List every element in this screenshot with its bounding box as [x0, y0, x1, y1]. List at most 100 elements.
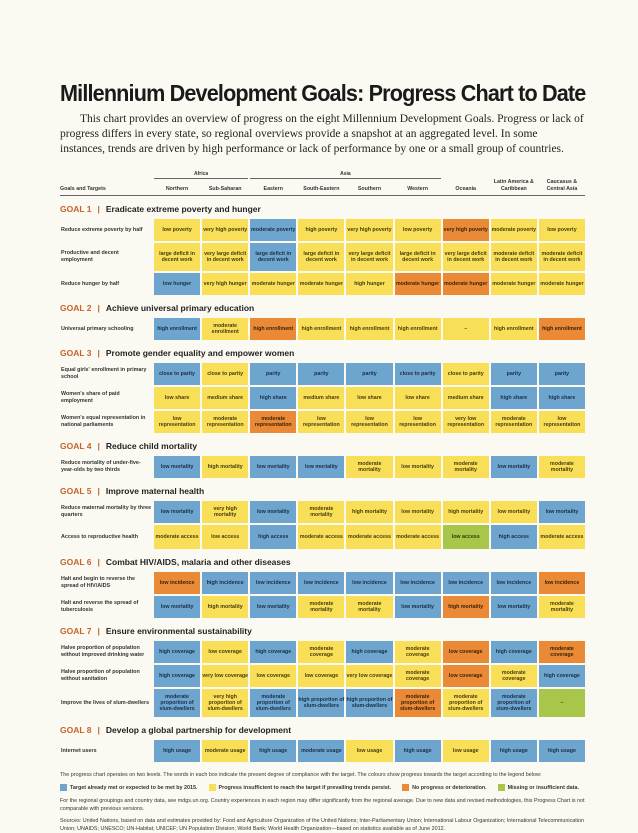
status-cell: high proportion of slum-dwellers: [298, 689, 345, 717]
legend-swatch: [497, 784, 505, 791]
legend-intro: The progress chart operates on two level…: [60, 772, 542, 778]
status-cell: low mortality: [538, 501, 585, 523]
col-header: Caucasus & Central Asia: [546, 179, 578, 192]
status-cell: high access: [490, 525, 537, 549]
status-cell: large deficit in decent work: [250, 243, 297, 271]
target-row: Women's share of paid employment low shar…: [60, 387, 585, 409]
target-label: Halt and begin to reverse the spread of …: [61, 576, 135, 589]
status-cell: moderate deficit in decent work: [490, 243, 537, 271]
goal-number: GOAL 6: [60, 557, 92, 567]
goal-number: GOAL 4: [60, 441, 92, 451]
status-cell: high usage: [154, 740, 201, 762]
target-row: Reduce extreme poverty by half low povert…: [60, 219, 585, 241]
status-cell: moderate coverage: [538, 641, 585, 663]
status-cell: moderate coverage: [298, 641, 345, 663]
region-africa: Africa: [154, 171, 249, 179]
page-title: Millennium Development Goals: Progress C…: [60, 80, 586, 106]
status-cell: moderate access: [394, 525, 441, 549]
status-cell: moderate hunger: [442, 273, 489, 295]
status-cell: moderate access: [154, 525, 201, 549]
goal-heading: GOAL 7 | Ensure environmental sustainabili…: [60, 626, 585, 637]
status-cell: low mortality: [394, 456, 441, 478]
target-row: Access to reproductive health moderate ac…: [60, 525, 585, 549]
legend-item: Missing or insufficient data.: [497, 784, 579, 791]
status-cell: low representation: [394, 411, 441, 433]
target-row: Productive and decent employment large de…: [60, 243, 585, 271]
status-cell: high incidence: [202, 572, 249, 594]
status-cell: close to parity: [202, 363, 249, 385]
legend-item: No progress or deterioration.: [402, 784, 487, 791]
status-cell: moderate coverage: [394, 641, 441, 663]
status-cell: large deficit in decent work: [298, 243, 345, 271]
target-row: Universal primary schooling high enrollme…: [60, 318, 585, 340]
status-cell: low mortality: [250, 596, 297, 618]
status-cell: moderate access: [346, 525, 393, 549]
status-cell: very high poverty: [202, 219, 249, 241]
status-cell: low representation: [538, 411, 585, 433]
legend-swatch: [208, 784, 216, 791]
legend-item: Progress insufficient to reach the targe…: [208, 784, 392, 791]
status-cell: low representation: [154, 411, 201, 433]
status-cell: low mortality: [394, 501, 441, 523]
goal-heading: GOAL 5 | Improve maternal health: [60, 486, 585, 497]
target-row: Halve proportion of population without s…: [60, 665, 585, 687]
target-label: Access to reproductive health: [61, 533, 138, 540]
status-cell: high usage: [490, 740, 537, 762]
target-label: Reduce maternal mortality by three quart…: [61, 505, 152, 518]
methodology-note: For the regional groupings and country d…: [60, 798, 585, 812]
target-label: Reduce hunger by half: [61, 280, 120, 287]
status-cell: high enrollment: [490, 318, 537, 340]
status-cell: low usage: [346, 740, 393, 762]
goal-title: Eradicate extreme poverty and hunger: [105, 204, 261, 214]
status-cell: moderate representation: [490, 411, 537, 433]
status-cell: moderate mortality: [538, 596, 585, 618]
goal-heading: GOAL 6 | Combat HIV/AIDS, malaria and othe…: [60, 557, 585, 568]
status-cell: very high poverty: [442, 219, 489, 241]
goal-divider: |: [97, 725, 100, 735]
status-cell: moderate usage: [202, 740, 249, 762]
status-cell: low poverty: [394, 219, 441, 241]
legend-item: Target already met or expected to be met…: [60, 784, 198, 791]
status-cell: high share: [490, 387, 537, 409]
status-cell: moderate enrollment: [202, 318, 249, 340]
target-label: Reduce mortality of under-five-year-olds…: [61, 460, 141, 473]
status-cell: moderate hunger: [298, 273, 345, 295]
status-cell: low coverage: [250, 665, 297, 687]
goal-title: Combat HIV/AIDS, malaria and other disea…: [105, 557, 291, 567]
status-cell: high poverty: [298, 219, 345, 241]
status-cell: very large deficit in decent work: [346, 243, 393, 271]
legend-label: Target already met or expected to be met…: [70, 784, 198, 791]
status-cell: parity: [490, 363, 537, 385]
status-cell: close to parity: [442, 363, 489, 385]
status-cell: moderate proportion of slum-dwellers: [442, 689, 489, 717]
status-cell: high mortality: [202, 596, 249, 618]
status-cell: moderate mortality: [346, 456, 393, 478]
col-header: Oceania: [455, 185, 477, 192]
status-cell: high coverage: [250, 641, 297, 663]
goal-number: GOAL 2: [60, 303, 92, 313]
status-cell: high coverage: [490, 641, 537, 663]
status-cell: low representation: [298, 411, 345, 433]
status-cell: low incidence: [490, 572, 537, 594]
col-header: Western: [407, 185, 428, 192]
status-cell: moderate coverage: [394, 665, 441, 687]
status-cell: very high poverty: [346, 219, 393, 241]
status-cell: moderate access: [538, 525, 585, 549]
status-cell: high mortality: [202, 456, 249, 478]
target-label: Equal girls' enrollment in primary schoo…: [61, 367, 147, 380]
goals-targets-header: Goals and Targets: [60, 185, 106, 192]
column-header: Goals and Targets Northern Sub-Saharan E…: [60, 179, 585, 196]
status-cell: parity: [298, 363, 345, 385]
status-cell: low incidence: [298, 572, 345, 594]
goal-title: Ensure environmental sustainability: [105, 626, 252, 636]
status-cell: low mortality: [250, 456, 297, 478]
legend-label: Progress insufficient to reach the targe…: [218, 784, 392, 791]
target-label: Internet users: [61, 747, 97, 754]
status-cell: very low coverage: [202, 665, 249, 687]
goal-title: Promote gender equality and empower wome…: [105, 348, 295, 358]
goal-number: GOAL 5: [60, 486, 92, 496]
status-cell: high hunger: [346, 273, 393, 295]
target-row: Halve proportion of population without i…: [60, 641, 585, 663]
status-cell: moderate mortality: [442, 456, 489, 478]
goal-title: Achieve universal primary education: [105, 303, 255, 313]
